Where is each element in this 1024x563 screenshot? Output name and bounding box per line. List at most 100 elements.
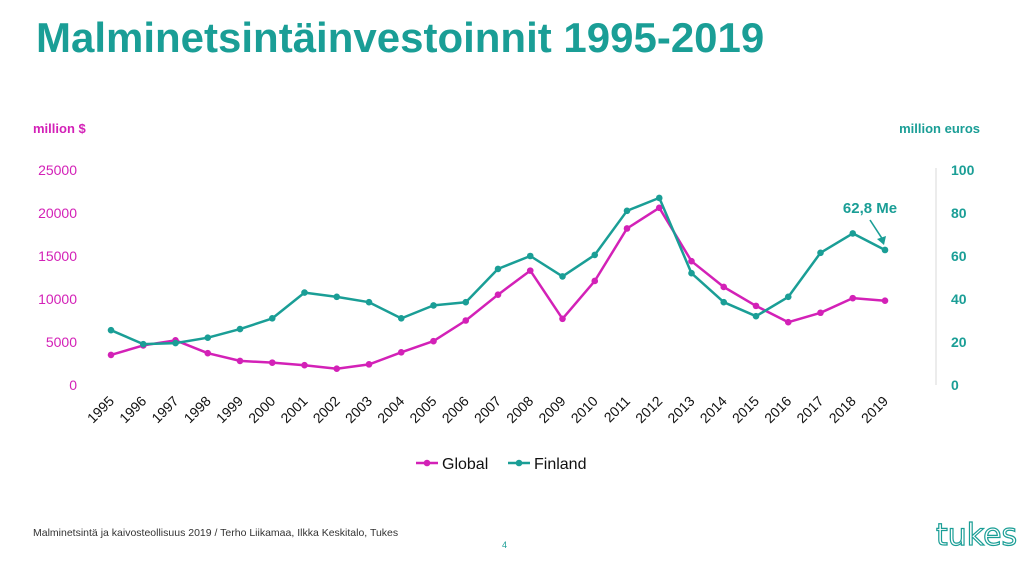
data-point-finland — [817, 249, 824, 257]
data-point-finland — [784, 293, 792, 301]
data-point-finland — [236, 325, 244, 333]
legend-label-finland: Finland — [534, 456, 586, 473]
data-point-finland — [430, 302, 437, 309]
data-point-finland — [397, 315, 405, 322]
left-axis-tick-label: 25000 — [38, 162, 77, 178]
data-point-global — [430, 337, 437, 345]
data-point-global — [559, 315, 566, 323]
data-point-global — [333, 365, 341, 372]
right-axis-tick-label: 80 — [951, 205, 967, 221]
data-point-finland — [720, 298, 728, 306]
data-point-finland — [881, 246, 889, 254]
data-point-global — [817, 309, 824, 317]
left-axis-tick-label: 15000 — [38, 248, 77, 264]
x-axis-tick-label: 2011 — [601, 393, 634, 426]
data-point-global — [494, 291, 502, 299]
tukes-logo: tukes — [935, 517, 1018, 553]
data-point-global — [204, 349, 212, 357]
data-point-global — [107, 351, 115, 359]
data-point-finland — [688, 269, 695, 277]
x-axis-tick-label: 2007 — [471, 393, 504, 426]
x-axis-tick-label: 2000 — [245, 393, 278, 426]
right-axis-tick-label: 0 — [951, 377, 959, 393]
data-point-global — [591, 277, 599, 285]
data-point-global — [462, 317, 470, 324]
left-axis-unit-label: million $ — [33, 121, 86, 136]
legend-marker-global — [423, 459, 431, 467]
data-point-finland — [559, 273, 566, 280]
x-axis-tick-label: 2004 — [374, 393, 407, 426]
data-point-global — [526, 267, 534, 274]
data-point-finland — [107, 326, 115, 334]
left-axis-tick-label: 0 — [69, 377, 77, 393]
x-axis-tick-label: 1999 — [213, 393, 246, 426]
data-point-finland — [655, 194, 663, 202]
x-axis-tick-label: 2001 — [277, 393, 310, 426]
data-point-global — [881, 297, 889, 305]
x-axis-tick-label: 2018 — [826, 393, 859, 426]
data-point-global — [236, 357, 244, 365]
left-axis-tick-label: 5000 — [46, 334, 77, 350]
annotation-arrow — [869, 219, 884, 241]
data-point-global — [784, 318, 792, 326]
data-point-global — [688, 257, 695, 265]
left-axis-tick-label: 20000 — [38, 205, 77, 221]
x-axis-tick-label: 1998 — [181, 393, 214, 426]
x-axis-tick-label: 2006 — [439, 393, 472, 426]
legend-label-global: Global — [442, 456, 488, 473]
data-point-finland — [365, 298, 373, 306]
right-axis-tick-label: 20 — [951, 334, 967, 350]
x-axis-tick-label: 1997 — [148, 393, 181, 426]
data-point-finland — [494, 265, 502, 273]
data-point-finland — [139, 340, 147, 348]
data-point-global — [849, 294, 857, 302]
data-point-global — [268, 359, 276, 366]
data-point-finland — [462, 298, 470, 306]
data-point-global — [623, 225, 631, 232]
data-point-finland — [268, 315, 276, 322]
data-point-global — [301, 361, 308, 369]
x-axis-tick-label: 1996 — [116, 393, 149, 426]
x-axis-tick-label: 2010 — [568, 393, 601, 426]
data-point-global — [720, 283, 728, 291]
x-axis-tick-label: 2014 — [697, 393, 730, 426]
x-axis-tick-label: 2012 — [632, 393, 665, 426]
data-point-finland — [172, 339, 179, 347]
slide-title: Malminetsintäinvestoinnit 1995-2019 — [36, 14, 765, 61]
x-axis-tick-label: 2017 — [793, 393, 826, 426]
x-axis-tick-label: 2009 — [535, 393, 568, 426]
x-axis-tick-label: 2016 — [761, 393, 794, 426]
data-point-global — [397, 349, 405, 356]
x-axis-tick-label: 2019 — [858, 393, 891, 426]
data-point-global — [365, 361, 373, 368]
data-point-finland — [849, 230, 857, 237]
right-axis-tick-label: 60 — [951, 248, 967, 264]
right-axis-tick-label: 100 — [951, 162, 975, 178]
x-axis-tick-label: 2005 — [406, 393, 439, 426]
x-axis-tick-label: 2008 — [503, 393, 536, 426]
left-axis-tick-label: 10000 — [38, 291, 77, 307]
right-axis-unit-label: million euros — [899, 121, 980, 136]
data-point-finland — [752, 312, 760, 320]
data-point-global — [752, 302, 760, 310]
data-point-finland — [204, 334, 212, 342]
right-axis-tick-label: 40 — [951, 291, 967, 307]
x-axis-tick-label: 2015 — [729, 393, 762, 426]
annotation-label: 62,8 Me — [843, 200, 897, 217]
data-point-finland — [526, 252, 534, 260]
x-axis-tick-label: 1995 — [84, 393, 117, 426]
annotation-arrowhead — [877, 235, 886, 245]
x-axis-tick-label: 2002 — [310, 393, 343, 426]
data-point-finland — [591, 251, 599, 259]
x-axis-tick-label: 2003 — [342, 393, 375, 426]
data-point-finland — [333, 293, 341, 301]
data-point-global — [655, 204, 663, 212]
data-point-finland — [623, 207, 631, 215]
data-point-finland — [301, 289, 308, 296]
legend-marker-finland — [515, 459, 523, 467]
x-axis-tick-label: 2013 — [664, 393, 697, 426]
series-line-global — [110, 206, 886, 370]
footer-source: Malminetsintä ja kaivosteollisuus 2019 /… — [33, 527, 399, 539]
page-number: 4 — [502, 540, 508, 550]
